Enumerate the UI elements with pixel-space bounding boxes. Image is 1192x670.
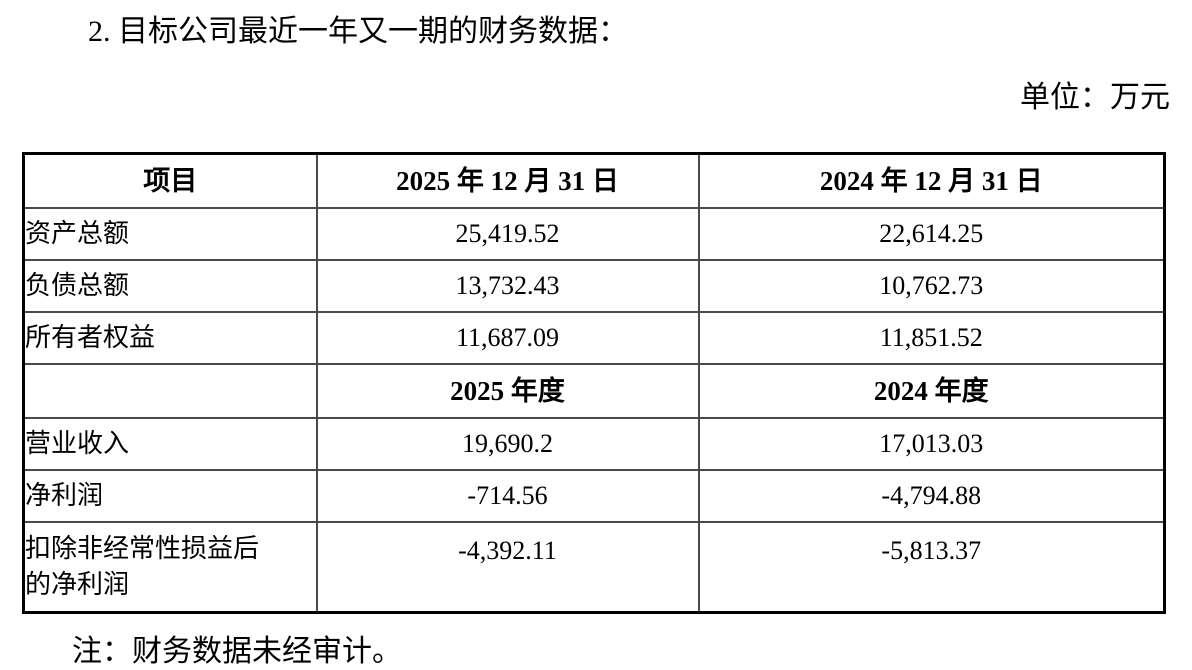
table-row-net-profit: 净利润 -714.56 -4,794.88 [22, 469, 1166, 523]
value-2024: 10,762.73 [697, 259, 1166, 313]
value-2024: -5,813.37 [697, 521, 1166, 614]
table-period-header-row: 2025 年度 2024 年度 [22, 363, 1166, 419]
row-label: 扣除非经常性损益后 的净利润 [22, 521, 318, 614]
row-label: 净利润 [22, 469, 318, 523]
value-2025: -4,392.11 [315, 521, 700, 614]
row-label: 负债总额 [22, 259, 318, 313]
header-cell-2024-date: 2024 年 12 月 31 日 [697, 152, 1166, 209]
row-label: 所有者权益 [22, 311, 318, 365]
table-header-row: 项目 2025 年 12 月 31 日 2024 年 12 月 31 日 [22, 152, 1166, 209]
table-row-owners-equity: 所有者权益 11,687.09 11,851.52 [22, 311, 1166, 365]
value-2025: 11,687.09 [315, 311, 700, 365]
value-2024: 11,851.52 [697, 311, 1166, 365]
period-cell-empty [22, 363, 318, 419]
value-2025: 25,419.52 [315, 207, 700, 261]
table-row-total-assets: 资产总额 25,419.52 22,614.25 [22, 207, 1166, 261]
footnote: 注：财务数据未经审计。 [72, 635, 402, 668]
value-2025: 19,690.2 [315, 417, 700, 471]
value-2024: -4,794.88 [697, 469, 1166, 523]
table-row-net-profit-excl-nonrecurring: 扣除非经常性损益后 的净利润 -4,392.11 -5,813.37 [22, 521, 1166, 614]
row-label: 营业收入 [22, 417, 318, 471]
period-cell-2025: 2025 年度 [315, 363, 700, 419]
financial-data-table: 项目 2025 年 12 月 31 日 2024 年 12 月 31 日 资产总… [22, 152, 1166, 614]
unit-label: 单位：万元 [1020, 81, 1170, 114]
table-row-operating-revenue: 营业收入 19,690.2 17,013.03 [22, 417, 1166, 471]
table-row-total-liabilities: 负债总额 13,732.43 10,762.73 [22, 259, 1166, 313]
header-cell-2025-date: 2025 年 12 月 31 日 [315, 152, 700, 209]
section-heading: 2. 目标公司最近一年又一期的财务数据： [88, 15, 628, 48]
value-2025: 13,732.43 [315, 259, 700, 313]
row-label: 资产总额 [22, 207, 318, 261]
value-2024: 17,013.03 [697, 417, 1166, 471]
header-cell-item: 项目 [22, 152, 318, 209]
period-cell-2024: 2024 年度 [697, 363, 1166, 419]
value-2025: -714.56 [315, 469, 700, 523]
value-2024: 22,614.25 [697, 207, 1166, 261]
